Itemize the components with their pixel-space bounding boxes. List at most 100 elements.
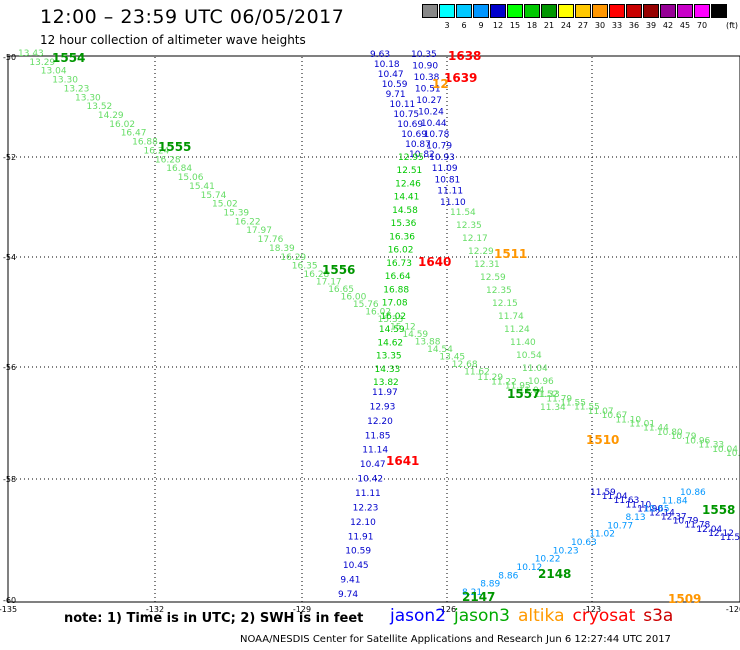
wave-height-value: 11.33 — [534, 390, 560, 400]
wave-height-value: 12.95 — [398, 153, 424, 163]
scale-label: 39 — [645, 21, 657, 30]
scale-swatch — [592, 4, 608, 18]
wave-height-value: 9.63 — [370, 50, 390, 60]
scale-label: 3 — [444, 21, 450, 30]
wave-height-value: 11.10 — [440, 198, 466, 208]
pass-number-label: 1509 — [668, 592, 701, 606]
wave-height-value: 16.02 — [365, 308, 391, 318]
wave-height-value: 10.62 — [726, 449, 740, 459]
wave-height-value: 10.51 — [415, 85, 441, 95]
wave-height-value: 12.23 — [353, 503, 379, 513]
wave-height-value: 17.17 — [316, 278, 342, 288]
wave-height-value: 10.38 — [414, 73, 440, 83]
wave-height-value: 16.65 — [328, 285, 354, 295]
wave-height-value: 10.96 — [528, 377, 554, 387]
map-frame — [7, 55, 740, 603]
wave-height-value: 10.47 — [360, 460, 386, 470]
wave-height-value: 10.24 — [418, 108, 444, 118]
wave-height-value: 10.79 — [426, 142, 452, 152]
pass-number-label: 1556 — [322, 263, 355, 277]
wave-height-value: 12.37 — [661, 513, 687, 523]
wave-height-value: 12.46 — [395, 180, 421, 190]
scale-swatch — [660, 4, 676, 18]
wave-height-value: 13.35 — [376, 352, 402, 362]
wave-height-value: 11.10 — [615, 415, 641, 425]
wave-height-value: 14.33 — [375, 365, 401, 375]
scale-label: 70 — [696, 21, 708, 30]
wave-height-value: 11.44 — [643, 424, 669, 434]
wave-height-value: 16.29 — [280, 253, 306, 263]
wave-height-value: 16.22 — [235, 217, 261, 227]
wave-height-value: 10.22 — [535, 555, 561, 565]
wave-height-value: 10.35 — [411, 50, 437, 60]
wave-height-value: 16.73 — [386, 259, 412, 269]
scale-swatch — [541, 4, 557, 18]
wave-height-value: 11.97 — [372, 388, 398, 398]
scale-label: 24 — [560, 21, 572, 30]
lat-label: -58 — [3, 475, 16, 484]
graticule: -50 -52 -54 -56 -58 -60-135 -132 -129 -126 -123 -1… — [0, 53, 740, 614]
wave-height-value: 16.47 — [121, 129, 147, 139]
wave-height-value: 10.11 — [390, 100, 416, 110]
wave-height-value: 13.23 — [64, 84, 90, 94]
wave-height-value: 10.93 — [429, 153, 455, 163]
wave-height-value: 8.89 — [480, 580, 500, 590]
pass-number-label: 12 — [432, 77, 449, 91]
wave-height-value: 13.04 — [41, 67, 67, 77]
wave-height-value: 10.54 — [516, 351, 542, 361]
scale-swatch — [609, 4, 625, 18]
wave-height-value: 15.02 — [212, 200, 238, 210]
wave-height-value: 14.41 — [394, 193, 420, 203]
pass-number-label: 1639 — [444, 71, 477, 85]
wave-height-value: 11.90 — [637, 504, 663, 514]
wave-height-value: 10.45 — [343, 561, 369, 571]
scale-label: 33 — [611, 21, 623, 30]
wave-height-value: 15.33 — [378, 315, 404, 325]
pass-number-label: 1555 — [158, 140, 191, 154]
wave-height-value: 11.52 — [533, 390, 559, 400]
wave-height-value: 10.78 — [424, 130, 450, 140]
wave-height-value: 11.79 — [546, 394, 572, 404]
wave-height-value: 11.91 — [348, 532, 374, 542]
wave-height-value: 10.90 — [412, 62, 438, 72]
scale-swatch — [575, 4, 591, 18]
scale-swatch — [456, 4, 472, 18]
wave-height-value: 11.78 — [685, 521, 711, 531]
wave-height-value: 15.12 — [390, 323, 416, 333]
lon-label: -120 — [726, 605, 740, 614]
wave-height-value: 11.5 — [720, 533, 740, 543]
scale-label: 15 — [509, 21, 521, 30]
scale-unit: (ft) — [725, 21, 739, 30]
wave-height-value: 10.69 — [401, 130, 427, 140]
wave-height-value: 16.84 — [166, 164, 192, 174]
lat-label: -60 — [3, 596, 16, 605]
altimeter-tracks: 13.4313.2913.0413.3013.2313.3013.5214.29… — [18, 49, 740, 600]
wave-height-value: 15.39 — [223, 209, 249, 219]
wave-height-value: 10.75 — [393, 110, 419, 120]
wave-height-value: 16.88 — [132, 138, 158, 148]
wave-height-value: 11.63 — [614, 496, 640, 506]
wave-height-value: 14.29 — [98, 111, 124, 121]
wave-height-value: 11.55 — [560, 399, 586, 409]
wave-height-value: 14.59 — [402, 330, 428, 340]
lon-label: -123 — [583, 605, 601, 614]
pass-number-label: 1638 — [448, 49, 481, 63]
note-text: note: 1) Time is in UTC; 2) SWH is in fe… — [64, 611, 364, 626]
wave-height-value: 11.22 — [491, 377, 517, 387]
scale-label: 27 — [577, 21, 589, 30]
wave-height-value: 10.86 — [680, 488, 706, 498]
wave-height-value: 8.86 — [498, 571, 518, 581]
satellite-legend: jason2 jason3 altika cryosat s3a — [390, 606, 681, 626]
wave-height-value: 16.02 — [109, 120, 135, 130]
pass-labels: 1554 1555 1556 1557 1558 1638 1639 1640 1641 1511… — [52, 49, 735, 606]
wave-height-value: 17.97 — [246, 226, 272, 236]
chart-title: 12:00 – 23:59 UTC 06/05/2017 — [40, 6, 345, 28]
footer-credit: NOAA/NESDIS Center for Satellite Applica… — [240, 634, 671, 645]
pass-number-label: 1510 — [586, 433, 619, 447]
pass-number-label: 1511 — [494, 247, 527, 261]
wave-height-value: 11.85 — [365, 431, 391, 441]
wave-height-value: 12.10 — [350, 518, 376, 528]
wave-height-value: 10.67 — [602, 411, 628, 421]
wave-height-value: 12.04 — [696, 525, 722, 535]
wave-height-value: 11.10 — [626, 500, 652, 510]
